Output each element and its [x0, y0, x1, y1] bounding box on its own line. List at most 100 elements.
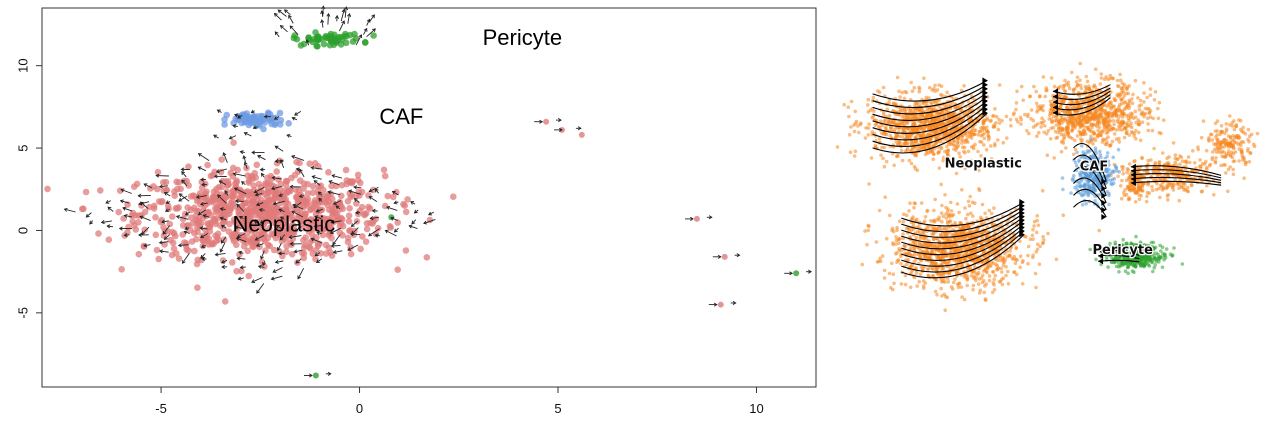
umap-point-neoplastic	[1255, 131, 1260, 136]
umap-point-neoplastic	[1215, 129, 1220, 133]
cell-point-neoplastic	[251, 169, 258, 177]
cell-point-neoplastic	[300, 224, 308, 232]
umap-point-neoplastic	[849, 99, 854, 104]
umap-point-neoplastic	[1077, 129, 1081, 134]
umap-point-neoplastic	[1008, 249, 1012, 253]
umap-point-neoplastic	[1112, 122, 1116, 127]
umap-point-neoplastic	[882, 132, 886, 136]
cell-point-neoplastic	[238, 202, 246, 210]
cell-point-neoplastic	[394, 219, 402, 226]
cell-point-neoplastic	[230, 235, 237, 242]
umap-point-neoplastic	[929, 136, 934, 140]
cell-point-caf	[246, 114, 254, 121]
velocity-arrow	[291, 116, 298, 121]
umap-point-neoplastic	[852, 129, 857, 134]
umap-point-neoplastic	[931, 144, 936, 148]
umap-point-neoplastic	[983, 298, 988, 303]
umap-point-neoplastic	[1052, 84, 1057, 89]
umap-point-neoplastic	[919, 201, 924, 205]
umap-point-neoplastic	[907, 158, 912, 163]
umap-point-neoplastic	[908, 285, 913, 290]
umap-point-neoplastic	[1095, 109, 1099, 113]
umap-point-neoplastic	[946, 213, 951, 218]
umap-point-neoplastic	[1038, 94, 1042, 98]
umap-point-neoplastic	[1035, 242, 1040, 247]
cell-point-neoplastic	[230, 139, 237, 146]
umap-point-neoplastic	[963, 166, 967, 171]
umap-point-neoplastic	[905, 262, 909, 267]
umap-point-neoplastic	[1097, 113, 1101, 118]
cell-point-neoplastic	[280, 235, 287, 242]
velocity-arrow	[274, 145, 284, 152]
umap-point-neoplastic	[1131, 92, 1135, 97]
cell-point-neoplastic	[135, 219, 142, 226]
velocity-arrow	[232, 124, 238, 129]
velocity-arrow	[294, 111, 302, 116]
velocity-arrow	[232, 172, 246, 177]
velocity-arrow	[180, 167, 190, 172]
umap-point-neoplastic	[902, 243, 906, 248]
cell-point-neoplastic	[242, 189, 249, 196]
umap-point-neoplastic	[1234, 124, 1238, 129]
umap-point-neoplastic	[987, 208, 992, 213]
umap-point-neoplastic	[1009, 124, 1013, 128]
umap-point-neoplastic	[887, 271, 892, 276]
velocity-arrow	[165, 200, 171, 205]
cell-point-neoplastic	[328, 182, 335, 190]
umap-point-neoplastic	[1228, 165, 1232, 169]
umap-point-neoplastic	[1018, 265, 1022, 270]
umap-point-neoplastic	[1061, 86, 1066, 91]
cell-point-neoplastic	[308, 217, 315, 224]
umap-point-neoplastic	[898, 141, 902, 145]
umap-point-neoplastic	[996, 138, 1000, 142]
umap-point-neoplastic	[984, 128, 989, 133]
velocity-arrow	[220, 236, 227, 244]
velocity-arrow	[325, 371, 332, 376]
velocity-arrow	[274, 259, 284, 264]
cell-point-neoplastic	[238, 195, 245, 203]
cell-point-neoplastic	[283, 242, 290, 250]
velocity-arrow	[277, 9, 287, 17]
cell-point-neoplastic	[145, 203, 153, 211]
umap-point-neoplastic	[1018, 239, 1022, 244]
umap-point-neoplastic	[908, 235, 912, 239]
cell-point-neoplastic	[169, 228, 176, 236]
velocity-arrow	[289, 184, 301, 189]
umap-point-neoplastic	[910, 89, 915, 93]
umap-point-neoplastic	[1100, 140, 1105, 144]
cell-point-neoplastic	[390, 193, 397, 201]
umap-point-neoplastic	[863, 229, 867, 233]
umap-point-neoplastic	[867, 122, 871, 126]
umap-point-neoplastic	[993, 141, 997, 146]
cell-point-neoplastic	[259, 231, 266, 238]
umap-point-neoplastic	[1014, 101, 1019, 105]
umap-point-neoplastic	[866, 133, 870, 137]
umap-point-neoplastic	[1031, 227, 1035, 232]
umap-point-neoplastic	[1156, 106, 1160, 111]
umap-point-neoplastic	[1111, 119, 1116, 123]
cell-point-neoplastic	[255, 180, 263, 188]
umap-point-neoplastic	[899, 148, 904, 153]
cell-point-neoplastic	[285, 230, 292, 238]
velocity-arrow	[278, 251, 285, 256]
y-tick-label: 0	[15, 227, 30, 234]
umap-point-neoplastic	[1151, 169, 1156, 173]
umap-point-neoplastic	[912, 164, 917, 169]
umap-point-neoplastic	[1074, 119, 1079, 124]
umap-point-neoplastic	[983, 211, 987, 216]
umap-point-neoplastic	[1174, 163, 1179, 167]
velocity-arrow	[243, 161, 248, 169]
umap-point-neoplastic	[931, 157, 935, 162]
umap-point-neoplastic	[1130, 101, 1135, 106]
velocity-arrow	[181, 179, 188, 187]
velocity-arrow	[184, 211, 190, 216]
umap-point-neoplastic	[1020, 260, 1025, 265]
umap-point-neoplastic	[989, 157, 994, 161]
umap-point-neoplastic	[1036, 223, 1041, 228]
umap-point-neoplastic	[922, 76, 926, 80]
umap-point-neoplastic	[1099, 133, 1103, 138]
umap-point-neoplastic	[957, 151, 961, 155]
cell-point-neoplastic	[300, 250, 308, 257]
umap-point-neoplastic	[1091, 116, 1096, 120]
velocity-arrow	[316, 231, 322, 236]
